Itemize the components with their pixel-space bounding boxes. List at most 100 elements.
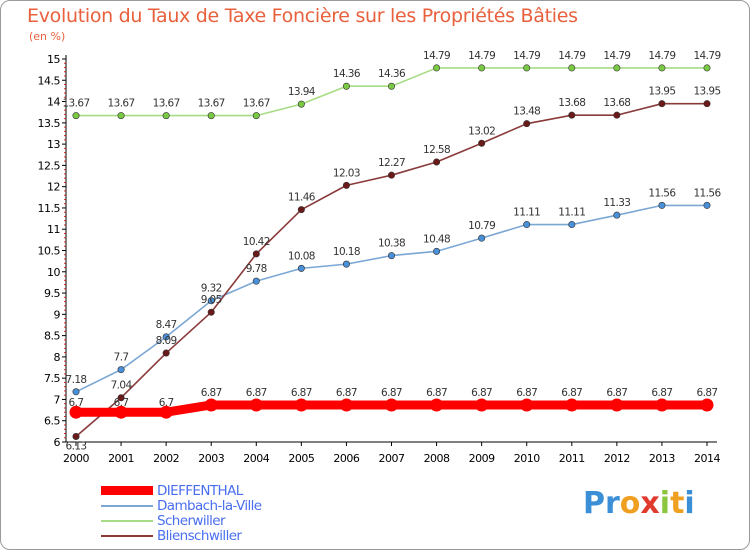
data-label-blienschwiller: 7.04 [111, 380, 133, 392]
data-label-blienschwiller: 12.27 [378, 157, 405, 169]
data-point-dambach-la-ville [387, 252, 395, 260]
data-label-dambach-la-ville: 10.18 [333, 246, 360, 258]
data-label-dieffenthal: 6.7 [114, 397, 129, 409]
legend-label: DIEFFENTHAL [157, 482, 243, 499]
data-label-dambach-la-ville: 11.56 [693, 187, 721, 199]
data-label-dieffenthal: 6.87 [336, 387, 357, 399]
data-point-scherwiller [523, 64, 531, 72]
data-point-dambach-la-ville [72, 388, 80, 396]
data-label-scherwiller: 14.79 [423, 50, 450, 62]
chart-title: Evolution du Taux de Taxe Foncière sur l… [27, 5, 578, 27]
data-point-blienschwiller [433, 158, 441, 166]
data-point-scherwiller [703, 64, 711, 72]
data-point-dambach-la-ville [342, 260, 350, 268]
proxiti-logo: Proxiti [583, 486, 695, 521]
data-label-dieffenthal: 6.87 [201, 387, 222, 399]
y-tick-label: 9 [54, 308, 61, 321]
legend-label: Dambach-la-Ville [157, 497, 262, 514]
data-label-blienschwiller: 8.09 [156, 335, 177, 347]
data-point-dambach-la-ville [433, 247, 441, 255]
data-point-dieffenthal [700, 398, 714, 412]
data-point-dieffenthal [385, 398, 398, 412]
data-label-scherwiller: 13.67 [108, 98, 135, 110]
x-tick-label: 2006 [333, 452, 359, 465]
y-tick-label: 6.5 [44, 415, 60, 428]
data-label-scherwiller: 13.94 [288, 86, 316, 98]
data-point-scherwiller [207, 112, 215, 120]
x-tick-label: 2009 [469, 452, 495, 465]
y-tick-label: 7.5 [44, 372, 60, 385]
data-point-blienschwiller [523, 120, 531, 128]
data-point-scherwiller [387, 82, 395, 90]
data-label-dambach-la-ville: 7.7 [114, 352, 129, 364]
data-point-dambach-la-ville [568, 221, 576, 229]
data-label-scherwiller: 13.67 [198, 98, 225, 110]
data-point-dieffenthal [159, 405, 173, 419]
data-label-scherwiller: 13.67 [62, 98, 89, 110]
logo-letter: o [619, 486, 641, 521]
data-point-blienschwiller [207, 308, 215, 316]
data-label-blienschwiller: 13.68 [603, 97, 630, 109]
data-label-blienschwiller: 9.05 [201, 294, 222, 306]
data-point-blienschwiller [252, 250, 260, 258]
data-label-dieffenthal: 6.7 [69, 397, 84, 409]
x-tick-label: 2001 [108, 452, 134, 465]
logo-letter: i [659, 486, 671, 521]
data-label-scherwiller: 14.36 [333, 68, 361, 80]
data-label-scherwiller: 14.79 [558, 50, 585, 62]
data-point-scherwiller [568, 64, 576, 72]
data-label-dambach-la-ville: 9.32 [201, 283, 222, 295]
data-point-dambach-la-ville [658, 201, 666, 209]
series-line-dambach-la-ville [75, 204, 708, 393]
data-label-blienschwiller: 6.13 [66, 440, 87, 452]
x-tick-label: 2008 [424, 452, 450, 465]
legend-swatch [101, 519, 153, 522]
y-tick-label: 10.5 [38, 245, 61, 258]
x-tick-label: 2002 [153, 452, 179, 465]
x-tick-label: 2000 [63, 452, 89, 465]
x-tick-label: 2013 [649, 452, 675, 465]
data-label-scherwiller: 14.79 [513, 50, 540, 62]
data-point-dambach-la-ville [703, 201, 711, 209]
data-point-scherwiller [252, 112, 260, 120]
y-tick-label: 8 [54, 351, 61, 364]
data-label-scherwiller: 14.36 [378, 68, 406, 80]
data-point-dambach-la-ville [117, 366, 125, 374]
data-point-dieffenthal [294, 398, 308, 412]
data-label-blienschwiller: 11.46 [288, 192, 316, 204]
data-label-dieffenthal: 6.87 [246, 387, 267, 399]
data-point-blienschwiller [478, 139, 486, 147]
data-point-blienschwiller [162, 349, 170, 357]
data-point-dambach-la-ville [207, 297, 215, 305]
data-point-scherwiller [433, 64, 441, 72]
y-tick-label: 15 [47, 53, 60, 66]
data-point-dambach-la-ville [297, 264, 305, 272]
y-tick-label: 7 [54, 393, 61, 406]
x-tick-label: 2007 [379, 452, 405, 465]
data-point-blienschwiller [613, 111, 621, 119]
x-tick-label: 2012 [604, 452, 630, 465]
x-tick-label: 2005 [288, 452, 314, 465]
data-label-blienschwiller: 12.58 [423, 144, 450, 156]
legend-swatch [101, 534, 153, 537]
legend-swatch [101, 504, 153, 507]
data-label-blienschwiller: 13.95 [648, 86, 675, 98]
logo-letter: t [670, 486, 685, 521]
legend-item-dieffenthal: DIEFFENTHAL [101, 482, 262, 499]
data-point-blienschwiller [342, 181, 350, 189]
x-tick-label: 2004 [243, 452, 269, 465]
y-tick-label: 11 [47, 223, 60, 236]
x-tick-label: 2010 [514, 452, 540, 465]
y-tick-label: 12.5 [38, 159, 61, 172]
data-point-blienschwiller [703, 100, 711, 108]
data-label-dieffenthal: 6.87 [426, 387, 447, 399]
data-point-scherwiller [72, 112, 80, 120]
y-tick-label: 14.5 [38, 74, 61, 87]
data-label-dieffenthal: 6.87 [561, 387, 582, 399]
y-tick-label: 9.5 [44, 287, 60, 300]
data-point-scherwiller [658, 64, 666, 72]
data-label-dambach-la-ville: 10.38 [378, 238, 405, 250]
data-point-blienschwiller [117, 394, 125, 402]
data-label-dieffenthal: 6.87 [381, 387, 402, 399]
